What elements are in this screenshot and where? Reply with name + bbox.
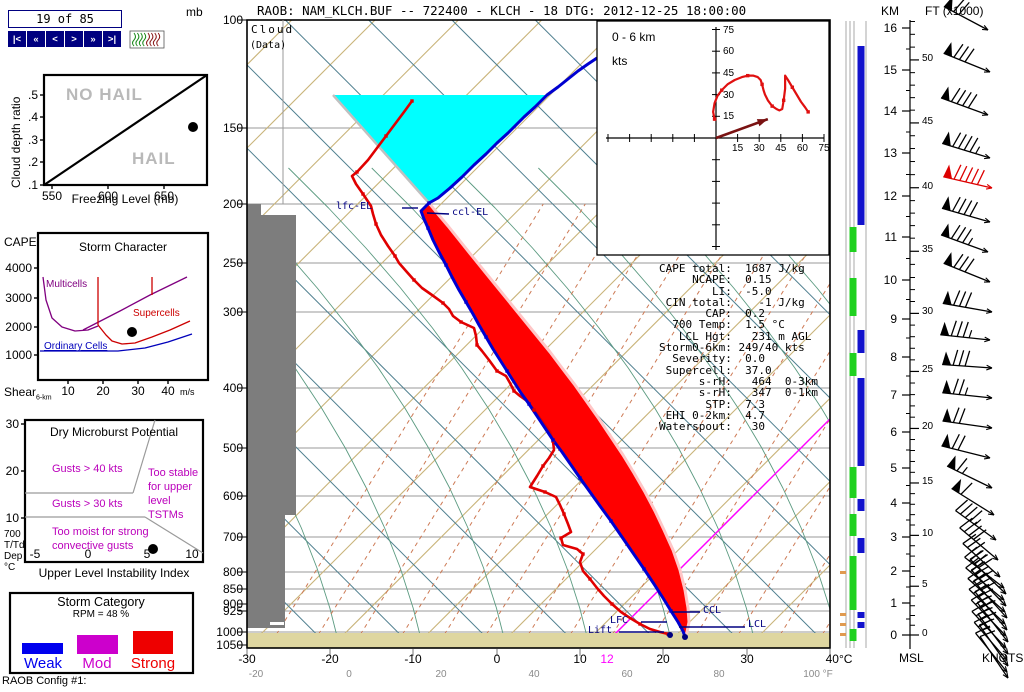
sounding-counter[interactable]: 19 of 85 bbox=[8, 10, 122, 28]
nav-rewind-button[interactable]: « bbox=[27, 31, 45, 47]
nav-first-button[interactable]: |< bbox=[8, 31, 26, 47]
nav-prev-button[interactable]: < bbox=[46, 31, 64, 47]
nav-buttons: |< «< >» >| bbox=[8, 31, 121, 47]
nav-forward-button[interactable]: » bbox=[84, 31, 102, 47]
nav-next-button[interactable]: > bbox=[65, 31, 83, 47]
nav-last-button[interactable]: >| bbox=[103, 31, 121, 47]
